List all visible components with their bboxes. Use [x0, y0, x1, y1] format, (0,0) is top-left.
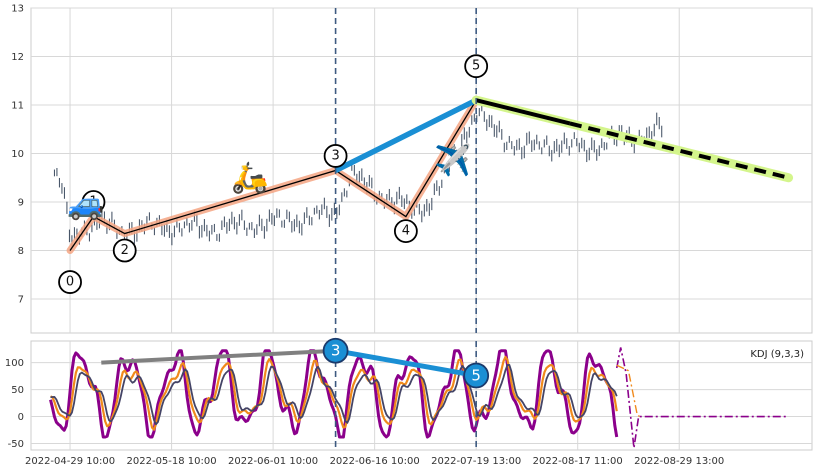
- kdj-marker-label: 5: [471, 367, 481, 385]
- airplane-icon: ✈️: [434, 141, 471, 178]
- x-tick-label: 2022-08-17 11:00: [533, 456, 623, 467]
- wave-label: 1: [89, 195, 97, 210]
- kdj-y-tick-label: 0: [18, 412, 24, 423]
- kdj-marker-circle: [322, 337, 349, 364]
- price-plot-area: [30, 7, 813, 334]
- price-y-tick-label: 10: [11, 149, 24, 160]
- wave-label: 3: [331, 148, 339, 163]
- kdj-forecast-tail: [615, 347, 789, 448]
- kdj-series-K: [50, 355, 618, 431]
- wave-label: 0: [66, 275, 74, 290]
- kdj-y-tick-label: -50: [8, 439, 24, 450]
- wave-label: 2: [121, 243, 129, 258]
- kdj-y-tick-label: 100: [5, 358, 24, 369]
- kdj-marker-circle: [463, 362, 490, 389]
- x-tick-label: 2022-05-18 10:00: [127, 456, 217, 467]
- candles: [53, 101, 663, 248]
- wave-label-circle: [393, 219, 418, 244]
- price-trend-line: [334, 97, 478, 173]
- price-y-tick-label: 11: [11, 101, 24, 112]
- wave-line: [69, 99, 477, 251]
- projection-solid-line: [475, 98, 571, 126]
- kdj-legend: KDJ (9,3,3): [750, 349, 804, 360]
- x-tick-label: 2022-07-19 13:00: [431, 456, 521, 467]
- kdj-y-tick-label: 50: [11, 385, 24, 396]
- kdj-panel: -50 0 50 100 3 5 KDJ (9,3,3): [5, 337, 813, 451]
- price-y-tick-label: 9: [18, 198, 24, 209]
- wave-label-circle: [323, 144, 348, 168]
- wave-label: 5: [472, 59, 480, 74]
- kdj-grey-line: [101, 348, 336, 365]
- car-icon: 🚙: [67, 187, 104, 222]
- price-y-tick-label: 8: [18, 246, 24, 257]
- kdj-forecast-tail-k: [616, 364, 640, 418]
- x-tick-label: 2022-08-29 13:00: [634, 456, 724, 467]
- x-tick-label: 2022-04-29 10:00: [25, 456, 115, 467]
- x-axis: 2022-04-29 10:00 2022-05-18 10:00 2022-06-…: [25, 456, 724, 467]
- kdj-series-D: [50, 364, 618, 426]
- wave-label-circle: [58, 270, 82, 294]
- wave-label-circle: [81, 190, 106, 214]
- price-y-tick-label: 13: [11, 4, 24, 15]
- kdj-marker-label: 3: [331, 342, 341, 360]
- x-tick-label: 2022-06-16 10:00: [330, 456, 420, 467]
- x-tick-label: 2022-06-01 10:00: [228, 456, 318, 467]
- kdj-series-J: [49, 349, 619, 439]
- wave-label-circle: [464, 54, 489, 79]
- price-y-tick-label: 7: [18, 295, 24, 306]
- wave-label-circle: [112, 238, 137, 263]
- scooter-icon: 🛵: [231, 160, 268, 195]
- price-y-tick-label: 12: [11, 52, 24, 63]
- kdj-trend-line: [335, 348, 477, 378]
- wave-label: 4: [402, 224, 410, 239]
